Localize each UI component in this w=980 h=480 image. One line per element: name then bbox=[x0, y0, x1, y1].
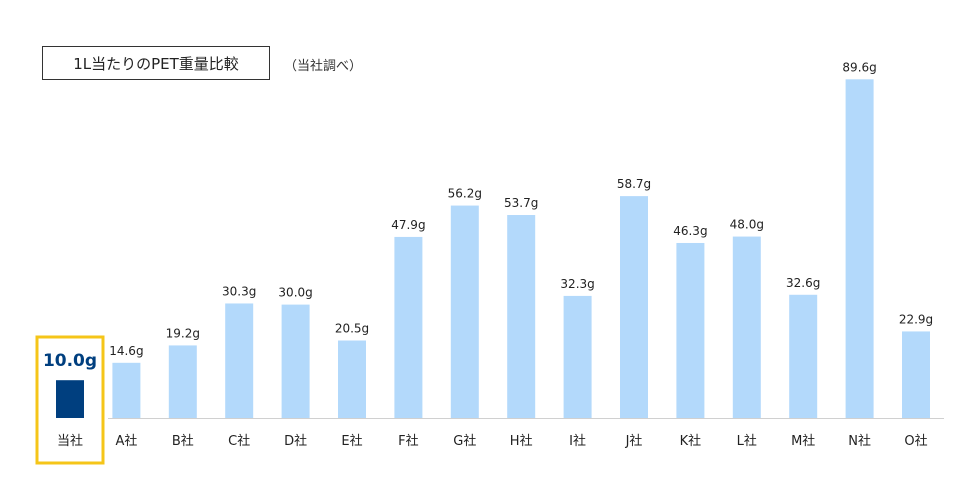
bar bbox=[789, 294, 818, 418]
category-label: M社 bbox=[791, 433, 815, 449]
bar bbox=[394, 236, 423, 418]
bar bbox=[563, 295, 592, 418]
value-label: 30.3g bbox=[222, 284, 256, 298]
bar bbox=[56, 380, 84, 418]
bar bbox=[112, 362, 141, 418]
category-label: I社 bbox=[569, 433, 586, 449]
category-label: G社 bbox=[453, 433, 476, 449]
chart-title: 1L当たりのPET重量比較 bbox=[42, 46, 270, 80]
value-label: 32.6g bbox=[786, 276, 820, 290]
category-label: H社 bbox=[510, 433, 533, 449]
value-label: 19.2g bbox=[166, 326, 200, 340]
value-label: 56.2g bbox=[448, 187, 482, 201]
bar bbox=[732, 236, 761, 418]
value-label: 46.3g bbox=[673, 224, 707, 238]
category-label: E社 bbox=[341, 433, 362, 449]
bar bbox=[507, 215, 536, 418]
highlight-frame bbox=[35, 335, 105, 465]
bar bbox=[902, 331, 930, 418]
category-label: O社 bbox=[904, 433, 927, 449]
value-label: 53.7g bbox=[504, 196, 538, 210]
bar bbox=[225, 303, 254, 418]
bar bbox=[620, 196, 648, 418]
value-label: 58.7g bbox=[617, 177, 651, 191]
value-label: 30.0g bbox=[278, 286, 312, 300]
value-label: 10.0g bbox=[43, 351, 97, 371]
value-label: 89.6g bbox=[842, 60, 876, 74]
category-label: A社 bbox=[115, 433, 137, 449]
chart-note: （当社調べ） bbox=[284, 59, 363, 74]
category-label: L社 bbox=[737, 433, 757, 449]
bar bbox=[450, 205, 479, 418]
category-label: J社 bbox=[625, 433, 643, 449]
value-label: 32.3g bbox=[560, 277, 594, 291]
category-label: N社 bbox=[848, 433, 871, 449]
value-label: 48.0g bbox=[730, 218, 764, 232]
bar bbox=[281, 304, 310, 418]
category-label: D社 bbox=[284, 433, 307, 449]
value-label: 20.5g bbox=[335, 322, 369, 336]
bar bbox=[168, 345, 197, 418]
value-label: 14.6g bbox=[109, 344, 143, 358]
bar bbox=[338, 340, 366, 418]
value-label: 47.9g bbox=[391, 218, 425, 232]
category-label: K社 bbox=[680, 433, 702, 449]
category-label: 当社 bbox=[57, 433, 83, 449]
category-label: B社 bbox=[172, 433, 194, 449]
bar bbox=[676, 242, 705, 418]
category-label: C社 bbox=[228, 433, 250, 449]
value-label: 22.9g bbox=[899, 312, 933, 326]
bar bbox=[845, 79, 874, 418]
category-label: F社 bbox=[398, 433, 418, 449]
